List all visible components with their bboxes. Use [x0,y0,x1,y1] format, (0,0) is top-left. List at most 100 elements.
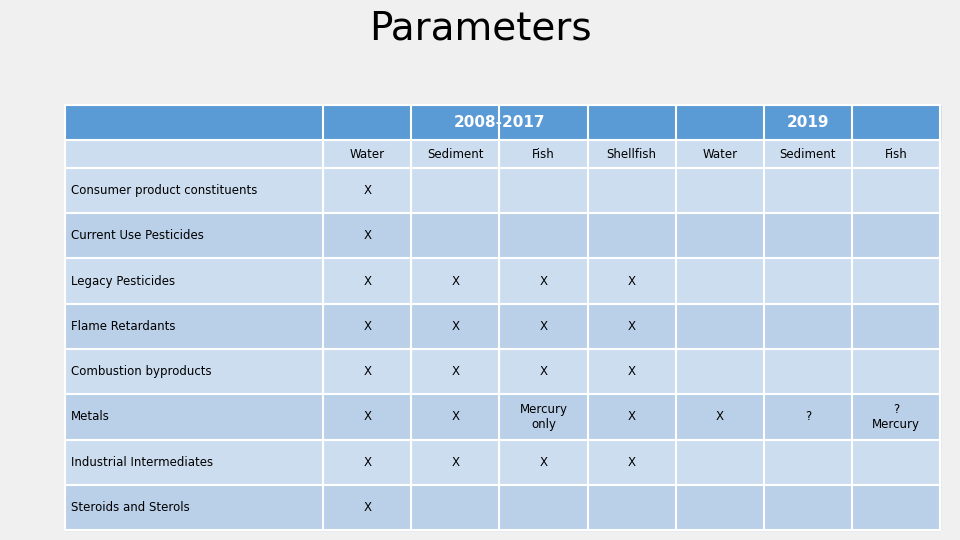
Text: Current Use Pesticides: Current Use Pesticides [71,230,204,242]
Text: X: X [628,410,636,423]
Bar [588,440,676,485]
Text: X: X [628,365,636,378]
Bar [852,485,940,530]
Text: X: X [451,365,459,378]
Bar [499,440,588,485]
Bar [764,168,852,213]
Bar [852,394,940,440]
Text: Water: Water [702,147,737,160]
Bar [499,394,588,440]
Bar [764,485,852,530]
Text: Fish: Fish [532,147,555,160]
Bar [65,349,324,394]
Text: Fish: Fish [884,147,907,160]
Bar [764,259,852,303]
Bar [499,213,588,259]
Bar [65,213,324,259]
Bar [676,140,764,168]
Bar [676,349,764,394]
Text: X: X [540,365,547,378]
Bar [499,349,588,394]
Text: Water: Water [349,147,385,160]
Bar [324,213,411,259]
Bar [324,105,676,140]
Bar [411,485,499,530]
Bar [852,213,940,259]
Text: Legacy Pesticides: Legacy Pesticides [71,275,175,288]
Text: X: X [363,230,372,242]
Text: Shellfish: Shellfish [607,147,657,160]
Bar [324,440,411,485]
Text: Consumer product constituents: Consumer product constituents [71,184,257,197]
Bar [324,394,411,440]
Bar [499,259,588,303]
Text: Parameters: Parameters [369,10,591,48]
Text: X: X [363,501,372,514]
Bar [65,140,324,168]
Text: X: X [451,410,459,423]
Bar [65,105,324,140]
Text: ?
Mercury: ? Mercury [872,403,920,431]
Text: X: X [363,365,372,378]
Text: X: X [363,410,372,423]
Bar [411,213,499,259]
Bar [852,349,940,394]
Bar [588,140,676,168]
Text: Sediment: Sediment [780,147,836,160]
Bar [764,213,852,259]
Text: X: X [628,320,636,333]
Bar [324,485,411,530]
Bar [65,485,324,530]
Bar [499,485,588,530]
Bar [588,394,676,440]
Bar [65,168,324,213]
Bar [676,394,764,440]
Bar [324,168,411,213]
Bar [676,440,764,485]
Bar [411,349,499,394]
Text: Sediment: Sediment [427,147,484,160]
Text: 2019: 2019 [786,115,829,130]
Bar [411,259,499,303]
Bar [676,259,764,303]
Text: X: X [451,320,459,333]
Bar [588,259,676,303]
Bar [324,259,411,303]
Bar [676,303,764,349]
Text: X: X [363,184,372,197]
Bar [764,440,852,485]
Text: X: X [628,275,636,288]
Text: X: X [540,320,547,333]
Text: X: X [540,456,547,469]
Text: 2008-2017: 2008-2017 [454,115,545,130]
Bar [764,349,852,394]
Bar [588,485,676,530]
Bar [852,440,940,485]
Bar [852,259,940,303]
Text: X: X [716,410,724,423]
Bar [852,168,940,213]
Bar [324,349,411,394]
Text: Industrial Intermediates: Industrial Intermediates [71,456,213,469]
Bar [65,259,324,303]
Bar [499,168,588,213]
Bar [764,303,852,349]
Text: X: X [628,456,636,469]
Bar [411,140,499,168]
Text: X: X [540,275,547,288]
Bar [852,303,940,349]
Bar [65,394,324,440]
Bar [676,213,764,259]
Bar [411,440,499,485]
Bar [324,140,411,168]
Text: Metals: Metals [71,410,109,423]
Text: X: X [363,275,372,288]
Text: Combustion byproducts: Combustion byproducts [71,365,211,378]
Text: X: X [451,456,459,469]
Bar [588,168,676,213]
Bar [411,303,499,349]
Text: ?: ? [804,410,811,423]
Bar [65,440,324,485]
Text: Steroids and Sterols: Steroids and Sterols [71,501,190,514]
Bar [324,303,411,349]
